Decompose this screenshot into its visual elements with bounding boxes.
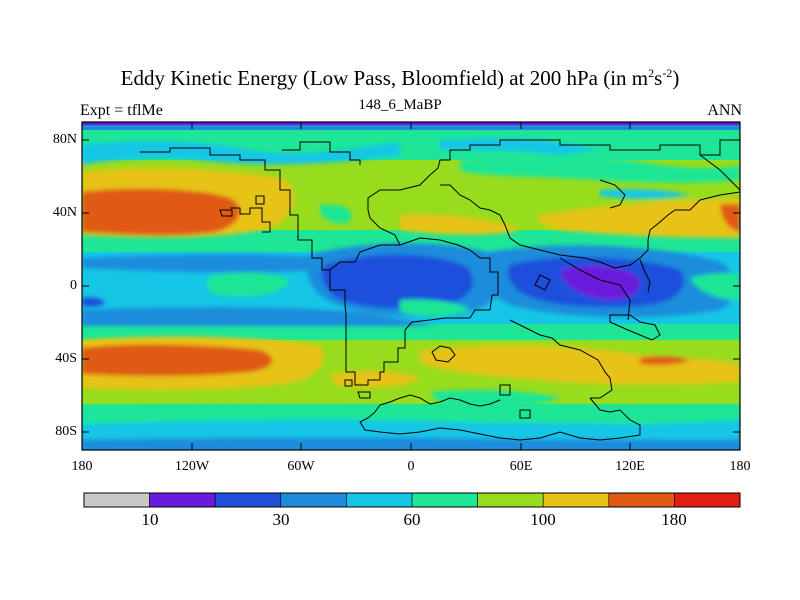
lon-label-0: 0 [407, 459, 415, 474]
plot-title: Eddy Kinetic Energy (Low Pass, Bloomfiel… [120, 66, 680, 90]
energy-field [82, 122, 740, 450]
colorbar-label-60: 60 [403, 510, 421, 529]
lat-label-0: 0 [70, 278, 77, 293]
case-label: 148_6_MaBP [358, 97, 442, 113]
colorbar-segment-4 [346, 492, 413, 508]
colorbar-label-10: 10 [141, 510, 159, 529]
lat-label-40s: 40S [55, 351, 77, 366]
colorbar-segment-8 [608, 492, 675, 508]
lon-label-60e: 60E [509, 459, 533, 474]
lon-label-180w: 180 [71, 459, 93, 474]
lat-label-80s: 80S [55, 424, 77, 439]
colorbar-segment-7 [542, 492, 610, 508]
colorbar-segment-0 [83, 492, 150, 508]
lat-label-40n: 40N [52, 205, 77, 220]
colorbar-label-100: 100 [530, 510, 556, 529]
lon-label-120e: 120E [615, 459, 645, 474]
axis-ticks [81, 122, 741, 450]
lon-label-60w: 60W [287, 459, 315, 474]
colorbar-label-180: 180 [661, 510, 687, 529]
colorbar-label-30: 30 [272, 510, 290, 529]
colorbar-segment-1 [149, 492, 216, 508]
colorbar-segment-6 [477, 492, 544, 508]
lat-label-80n: 80N [52, 132, 77, 147]
lon-label-120w: 120W [174, 459, 210, 474]
season-label: ANN [707, 102, 742, 119]
continent-outlines [140, 139, 740, 441]
colorbar-segment-5 [411, 492, 478, 508]
colorbar-segment-3 [280, 492, 347, 508]
colorbar-segment-9 [674, 492, 741, 508]
experiment-label: Expt = tflMe [80, 102, 163, 119]
colorbar [83, 492, 741, 508]
colorbar-frame [83, 492, 741, 508]
colorbar-segment-2 [214, 492, 282, 508]
lon-label-180e: 180 [729, 459, 751, 474]
